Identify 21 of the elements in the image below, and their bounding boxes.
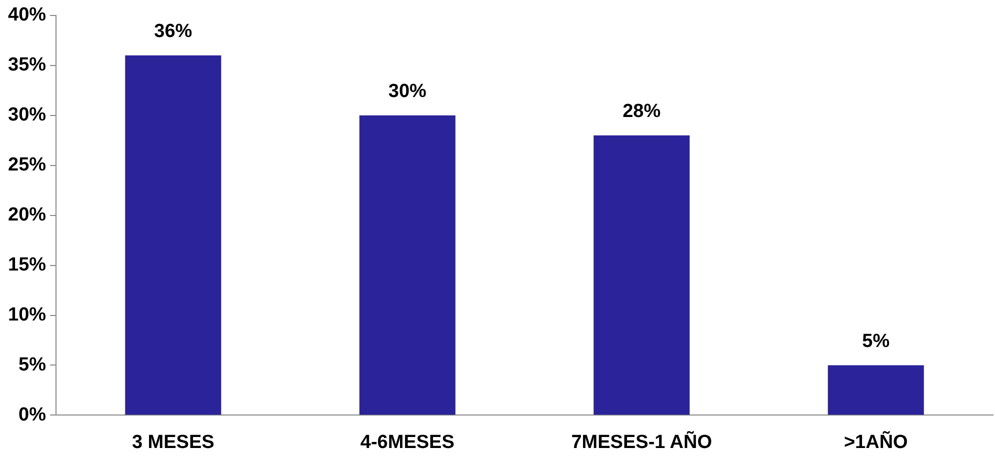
- bar: [125, 55, 222, 415]
- y-tick-label: 30%: [8, 104, 46, 126]
- y-tick-label: 20%: [8, 204, 46, 226]
- y-tick-label: 35%: [8, 54, 46, 76]
- data-label: 36%: [154, 21, 192, 42]
- bar: [594, 135, 690, 415]
- x-tick-label: 7MESES-1 AÑO: [571, 430, 712, 453]
- bar: [828, 365, 924, 415]
- y-tick-label: 40%: [8, 4, 46, 26]
- x-tick-label: 3 MESES: [132, 432, 214, 453]
- y-tick-label: 5%: [18, 354, 46, 376]
- x-tick-label: 4-6MESES: [360, 432, 454, 453]
- y-tick-label: 10%: [8, 304, 46, 326]
- y-tick-label: 15%: [8, 254, 46, 276]
- x-tick-label: >1AÑO: [844, 430, 908, 453]
- y-tick-label: 25%: [8, 154, 46, 176]
- data-label: 5%: [862, 330, 890, 352]
- data-label: 30%: [388, 81, 427, 102]
- data-label: 28%: [622, 101, 661, 122]
- bar: [359, 115, 456, 415]
- y-tick-label: 0%: [18, 404, 46, 426]
